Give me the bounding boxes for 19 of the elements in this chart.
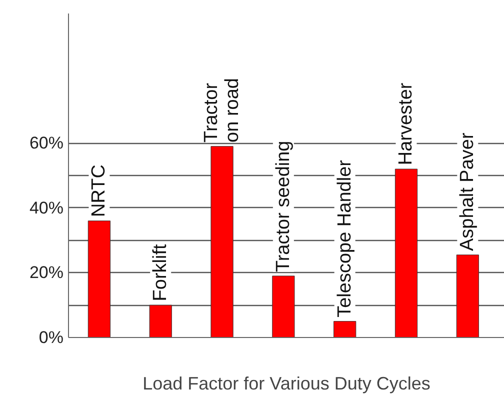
bar [394, 168, 418, 338]
bar [456, 254, 479, 338]
y-tick-label: 0% [38, 328, 64, 347]
x-tick-label: Tractor on road [201, 78, 244, 142]
x-tick-label: NRTC [88, 164, 110, 217]
y-tick-label: 20% [29, 263, 64, 282]
x-tick-label: Telescope Handler [334, 159, 356, 318]
y-tick-label: 60% [29, 134, 64, 153]
bar [210, 146, 234, 338]
x-tick-label: Asphalt Paver [457, 132, 478, 251]
y-tick-label: 40% [29, 198, 64, 218]
x-axis-title: Load Factor for Various Duty Cycles [142, 374, 430, 394]
x-tick-label: Harvester [396, 82, 417, 166]
bar [149, 304, 172, 338]
x-tick-label: Forklift [150, 243, 172, 302]
x-tick-label: Tractor seeding [272, 140, 294, 272]
bar [88, 220, 111, 338]
bar [334, 321, 356, 338]
bar [272, 276, 295, 338]
